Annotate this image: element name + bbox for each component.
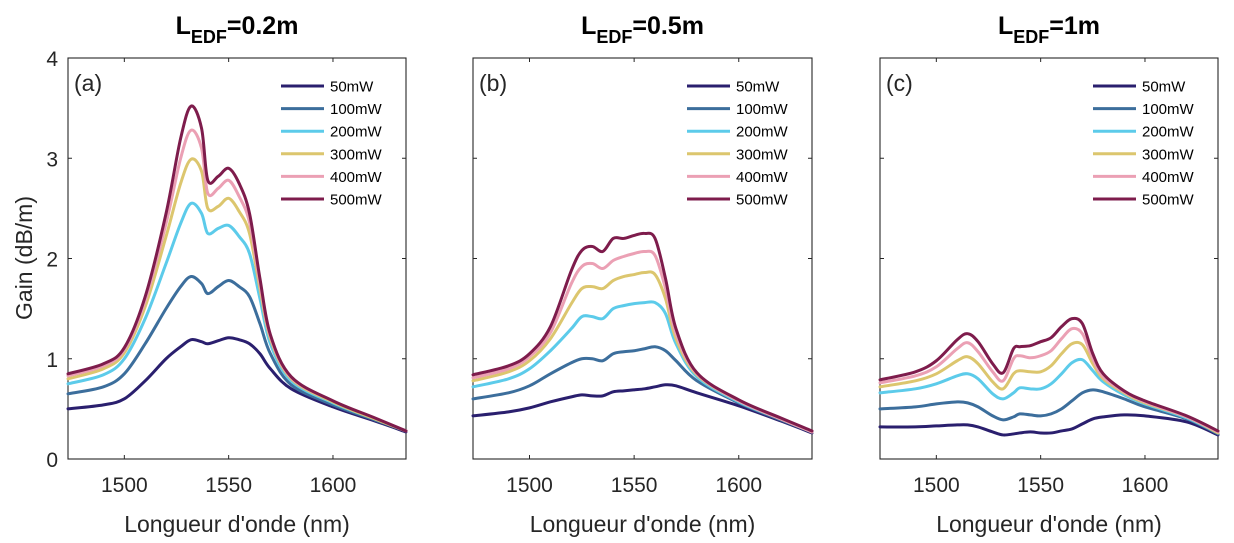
legend-label: 200mW xyxy=(330,124,383,141)
x-tick-label: 1550 xyxy=(205,474,252,497)
series-line-200mW xyxy=(878,357,1220,435)
series-line-500mW xyxy=(471,231,814,433)
x-tick-label: 1550 xyxy=(611,474,658,497)
x-tick-label: 1600 xyxy=(310,474,357,497)
legend-label: 100mW xyxy=(330,101,383,118)
panel-title-subscript: EDF xyxy=(596,27,632,47)
panel-2: LEDF=0.5m (b) 1500 1550 1600 Longueur d'onde … xyxy=(471,12,814,537)
y-tick-label: 4 xyxy=(46,48,58,71)
legend-label: 400mW xyxy=(330,169,383,186)
legend-label: 200mW xyxy=(736,124,789,141)
series-line-100mW xyxy=(471,345,814,434)
y-tick-label: 3 xyxy=(46,148,58,171)
panel-1: LEDF=0.2m (a) 1500 1550 1600 0 1 2 3 4 Longueur d'… xyxy=(46,12,408,537)
x-tick-label: 1600 xyxy=(715,474,762,497)
legend-label: 50mW xyxy=(1142,79,1186,96)
panel-title-rest: =0.2m xyxy=(227,12,299,40)
plot-frame xyxy=(472,57,813,460)
x-axis-label: Longueur d'onde (nm) xyxy=(530,511,756,537)
panel-title-subscript: EDF xyxy=(1013,27,1049,47)
panel-title: LEDF=1m xyxy=(998,12,1100,47)
series-line-400mW xyxy=(878,326,1220,434)
legend-label: 400mW xyxy=(1142,169,1195,186)
legend-label: 50mW xyxy=(736,79,780,96)
series-line-50mW xyxy=(471,383,814,435)
legend-label: 100mW xyxy=(736,101,789,118)
x-tick-label: 1550 xyxy=(1017,474,1064,497)
series-line-400mW xyxy=(471,249,814,434)
x-axis-label: Longueur d'onde (nm) xyxy=(936,511,1162,537)
legend-label: 50mW xyxy=(330,79,374,96)
legend: 50mW 100mW 200mW 300mW 400mW 500mW xyxy=(1093,79,1195,209)
legend-label: 400mW xyxy=(736,169,789,186)
plot-frame xyxy=(67,57,407,460)
y-tick-label: 1 xyxy=(46,349,58,372)
series-line-100mW xyxy=(878,388,1220,436)
series-line-500mW xyxy=(878,316,1220,433)
x-tick-label: 1600 xyxy=(1122,474,1169,497)
legend-label: 300mW xyxy=(330,146,383,163)
legend-label: 100mW xyxy=(1142,101,1195,118)
x-tick-label: 1500 xyxy=(101,474,148,497)
panel-label: (a) xyxy=(74,70,102,96)
panel-title: LEDF=0.2m xyxy=(176,12,299,47)
legend-label: 300mW xyxy=(1142,146,1195,163)
legend-label: 500mW xyxy=(330,192,383,209)
series-line-50mW xyxy=(66,336,408,434)
series-line-50mW xyxy=(878,413,1220,437)
panel-title-main: L xyxy=(176,12,191,40)
legend-label: 500mW xyxy=(1142,192,1195,209)
x-tick-label: 1500 xyxy=(913,474,960,497)
panel-3: LEDF=1m (c) 1500 1550 1600 Longueur d'onde (n… xyxy=(878,12,1220,537)
panel-title: LEDF=0.5m xyxy=(581,12,704,47)
x-tick-label: 1500 xyxy=(506,474,553,497)
legend: 50mW 100mW 200mW 300mW 400mW 500mW xyxy=(281,79,383,209)
legend: 50mW 100mW 200mW 300mW 400mW 500mW xyxy=(687,79,789,209)
panel-title-rest: =1m xyxy=(1049,12,1100,40)
plot-frame xyxy=(879,57,1219,460)
legend-label: 500mW xyxy=(736,192,789,209)
panel-title-subscript: EDF xyxy=(191,27,227,47)
panel-title-main: L xyxy=(998,12,1013,40)
y-axis-label: Gain (dB/m) xyxy=(11,196,37,320)
panel-label: (c) xyxy=(886,70,913,96)
x-axis-label: Longueur d'onde (nm) xyxy=(124,511,350,537)
panel-title-rest: =0.5m xyxy=(632,12,704,40)
panel-label: (b) xyxy=(479,70,507,96)
legend-label: 200mW xyxy=(1142,124,1195,141)
series-line-100mW xyxy=(66,275,408,433)
legend-label: 300mW xyxy=(736,146,789,163)
y-tick-label: 0 xyxy=(46,449,58,472)
panel-title-main: L xyxy=(581,12,596,40)
series-line-200mW xyxy=(66,201,408,433)
series-line-500mW xyxy=(66,104,408,433)
y-tick-label: 2 xyxy=(46,249,58,272)
